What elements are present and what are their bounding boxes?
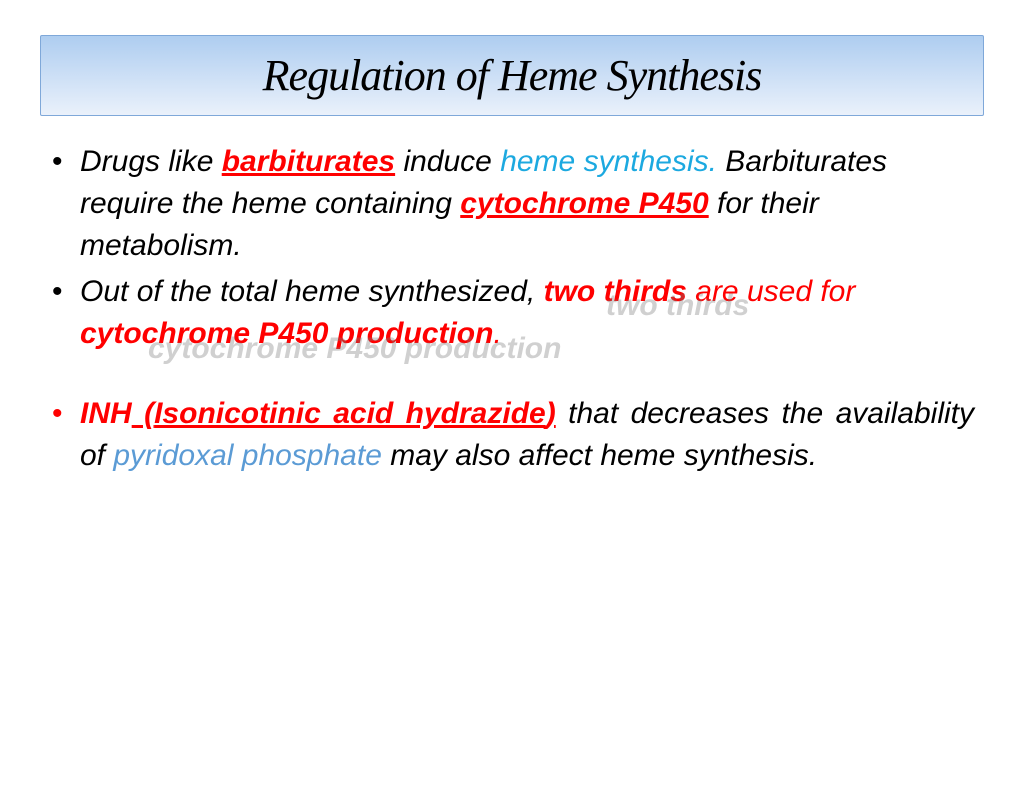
title-box: Regulation of Heme Synthesis [40,35,984,116]
bullet-item: • Drugs like barbiturates induce heme syn… [50,141,974,267]
text-run: INH [80,397,132,430]
text-run: induce [395,145,500,178]
text-run: ( [132,397,154,430]
text-run: barbiturates [222,145,395,178]
text-run: . [493,317,501,350]
bullet-list: • Drugs like barbiturates induce heme syn… [50,141,974,477]
text-run: two thirds [544,275,687,308]
bullet-item: •INH (Isonicotinic acid hydrazide) that … [50,393,974,477]
slide-body: • Drugs like barbiturates induce heme syn… [0,141,1024,477]
text-run: cytochrome P450 production [80,317,493,350]
bullet-marker: • [52,271,63,313]
text-run: are used for [687,275,855,308]
text-run: Out of the total heme synthesized, [80,275,544,308]
text-run: may also affect heme synthesis. [382,439,817,472]
bullet-marker: • [52,393,63,435]
text-run: pyridoxal phosphate [113,439,382,472]
bullet-item: • Out of the total heme synthesized, two… [50,271,974,355]
text-run: Isonicotinic acid hydrazide [154,397,546,430]
text-run: ) [546,397,556,430]
text-run: cytochrome P450 [460,187,708,220]
text-run: heme synthesis. [500,145,717,178]
slide-title: Regulation of Heme Synthesis [41,50,983,101]
bullet-marker: • [52,141,63,183]
text-run: Drugs like [80,145,222,178]
